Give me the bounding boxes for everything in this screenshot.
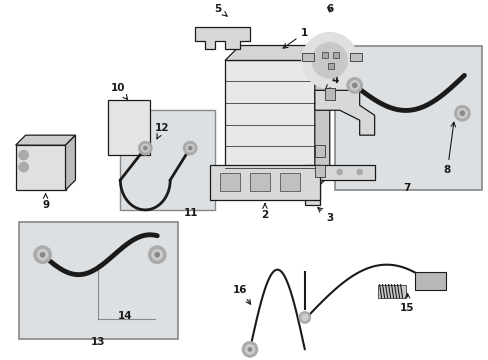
Text: 3: 3 [317, 207, 333, 223]
Text: 8: 8 [443, 122, 454, 175]
Circle shape [453, 105, 469, 121]
Bar [377, 285, 405, 298]
Circle shape [356, 169, 362, 175]
Circle shape [242, 341, 258, 357]
Text: 11: 11 [183, 208, 198, 218]
Polygon shape [195, 27, 249, 49]
Circle shape [301, 32, 357, 88]
Circle shape [151, 249, 163, 260]
Circle shape [19, 162, 29, 172]
Circle shape [34, 246, 51, 264]
Polygon shape [304, 165, 374, 205]
Bar [120, 110, 215, 210]
Bar [301, 54, 313, 62]
Circle shape [459, 111, 464, 116]
Text: 12: 12 [155, 123, 169, 139]
Circle shape [351, 83, 356, 88]
Text: 14: 14 [118, 311, 132, 321]
Text: 1: 1 [283, 28, 308, 48]
Circle shape [244, 345, 254, 354]
Circle shape [148, 246, 166, 264]
Text: 2: 2 [261, 204, 268, 220]
Bar [314, 165, 324, 177]
Bar [321, 53, 327, 58]
Bar [16, 145, 65, 190]
Polygon shape [224, 45, 329, 60]
Bar [249, 173, 269, 191]
Circle shape [37, 249, 48, 260]
Circle shape [456, 108, 467, 118]
Polygon shape [16, 135, 75, 145]
Circle shape [311, 42, 347, 78]
Bar [327, 63, 333, 69]
Text: 5: 5 [214, 4, 226, 16]
Circle shape [247, 347, 251, 351]
Bar [334, 45, 481, 190]
Circle shape [138, 141, 152, 155]
Bar [210, 165, 319, 200]
Text: 13: 13 [91, 337, 105, 347]
Bar [324, 88, 334, 100]
Circle shape [40, 252, 45, 257]
Bar [19, 222, 178, 339]
Text: 15: 15 [400, 294, 414, 312]
Bar [349, 54, 361, 62]
Bar [414, 272, 446, 289]
Circle shape [154, 252, 160, 257]
Circle shape [188, 146, 192, 150]
Circle shape [298, 311, 310, 323]
Text: 7: 7 [402, 183, 409, 193]
Circle shape [349, 80, 359, 90]
Text: 6: 6 [325, 4, 333, 14]
Bar [224, 60, 314, 190]
Circle shape [346, 77, 362, 93]
Circle shape [336, 169, 342, 175]
Polygon shape [314, 90, 374, 135]
Polygon shape [65, 135, 75, 190]
Text: 9: 9 [42, 194, 49, 210]
Text: 10: 10 [111, 84, 127, 99]
Circle shape [143, 146, 147, 150]
Circle shape [19, 150, 29, 160]
Circle shape [186, 144, 194, 152]
Bar [279, 173, 299, 191]
Bar [332, 53, 338, 58]
Circle shape [183, 141, 197, 155]
Bar [108, 100, 150, 155]
Bar [314, 145, 324, 157]
Text: 16: 16 [232, 284, 250, 304]
Circle shape [141, 144, 149, 152]
Polygon shape [314, 45, 329, 190]
Circle shape [301, 314, 308, 321]
Text: 4: 4 [325, 75, 338, 90]
Bar [220, 173, 240, 191]
